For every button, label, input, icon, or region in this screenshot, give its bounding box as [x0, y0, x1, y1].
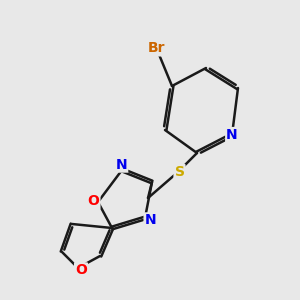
Text: S: S: [175, 165, 184, 179]
Text: O: O: [75, 263, 87, 278]
Text: N: N: [145, 213, 156, 227]
Text: O: O: [88, 194, 99, 208]
Text: N: N: [116, 158, 127, 172]
Text: N: N: [226, 128, 238, 142]
Text: Br: Br: [148, 41, 165, 56]
